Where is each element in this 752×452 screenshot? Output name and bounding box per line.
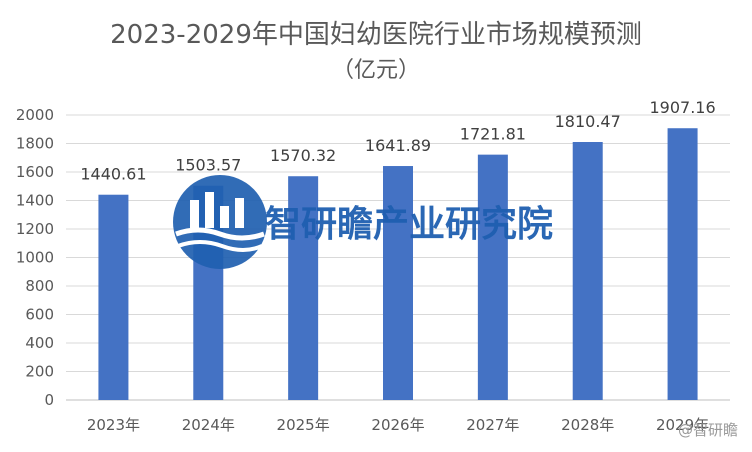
x-tick-label: 2024年 (182, 416, 235, 434)
watermark: 智研瞻产业研究院 (173, 175, 553, 269)
data-label: 1810.47 (555, 112, 621, 131)
y-tick-label: 1400 (16, 192, 54, 210)
y-tick-label: 800 (25, 277, 54, 295)
data-label: 1641.89 (365, 136, 431, 155)
x-tick-label: 2028年 (561, 416, 614, 434)
x-tick-label: 2026年 (371, 416, 424, 434)
bar (98, 194, 129, 400)
chart-title: 2023-2029年中国妇幼医院行业市场规模预测 (110, 20, 642, 50)
data-label: 1503.57 (175, 156, 241, 175)
x-tick-label: 2025年 (277, 416, 330, 434)
x-axis-ticks: 2023年 2024年 2025年 2026年 2027年 2028年 2029年 (87, 416, 709, 434)
bar (572, 142, 603, 400)
y-tick-label: 1000 (16, 249, 54, 267)
data-label: 1440.61 (80, 165, 146, 184)
watermark-logo-icon (173, 175, 267, 269)
y-tick-label: 1800 (16, 135, 54, 153)
bar (383, 166, 413, 400)
bar (288, 176, 319, 400)
x-tick-label: 2029年 (656, 416, 709, 434)
y-tick-label: 1600 (16, 163, 54, 181)
chart-subtitle: （亿元） (331, 58, 420, 83)
y-tick-label: 0 (44, 391, 54, 409)
data-label: 1907.16 (649, 98, 715, 117)
watermark-text: 智研瞻产业研究院 (265, 204, 553, 245)
data-labels: 1440.61 1503.57 1570.32 1641.89 1721.81 1810.… (80, 98, 715, 183)
bars (98, 128, 698, 400)
corner-watermark: @智研瞻 (677, 421, 738, 439)
bar (667, 128, 698, 400)
y-tick-label: 400 (25, 334, 54, 352)
y-axis-ticks: 0 200 400 600 800 1000 1200 1400 1600 1800 2000 (16, 106, 54, 409)
y-tick-label: 200 (25, 363, 54, 381)
y-tick-label: 1200 (16, 220, 54, 238)
x-tick-label: 2023年 (87, 416, 140, 434)
data-label: 1570.32 (270, 146, 336, 165)
y-tick-label: 2000 (16, 106, 54, 124)
y-tick-label: 600 (25, 306, 54, 324)
x-tick-label: 2027年 (466, 416, 519, 434)
bar (477, 154, 508, 400)
data-label: 1721.81 (460, 125, 526, 144)
